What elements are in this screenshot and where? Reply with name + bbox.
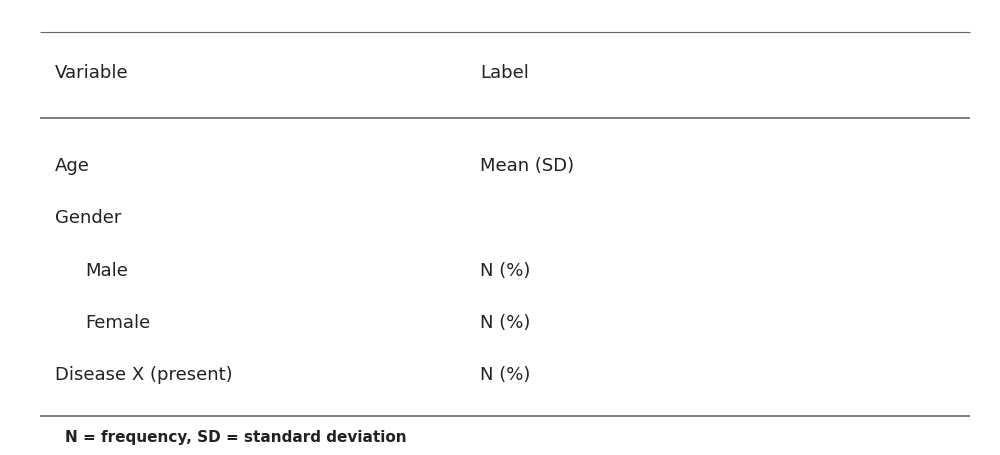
Text: N (%): N (%) <box>480 314 530 332</box>
Text: Age: Age <box>55 157 90 175</box>
Text: Label: Label <box>480 64 529 82</box>
Text: Gender: Gender <box>55 209 121 228</box>
Text: Disease X (present): Disease X (present) <box>55 366 233 384</box>
Text: N (%): N (%) <box>480 366 530 384</box>
Text: N = frequency, SD = standard deviation: N = frequency, SD = standard deviation <box>65 430 407 445</box>
Text: N (%): N (%) <box>480 262 530 280</box>
Text: Mean (SD): Mean (SD) <box>480 157 574 175</box>
Text: Female: Female <box>85 314 150 332</box>
Text: Variable: Variable <box>55 64 129 82</box>
Text: Male: Male <box>85 262 128 280</box>
